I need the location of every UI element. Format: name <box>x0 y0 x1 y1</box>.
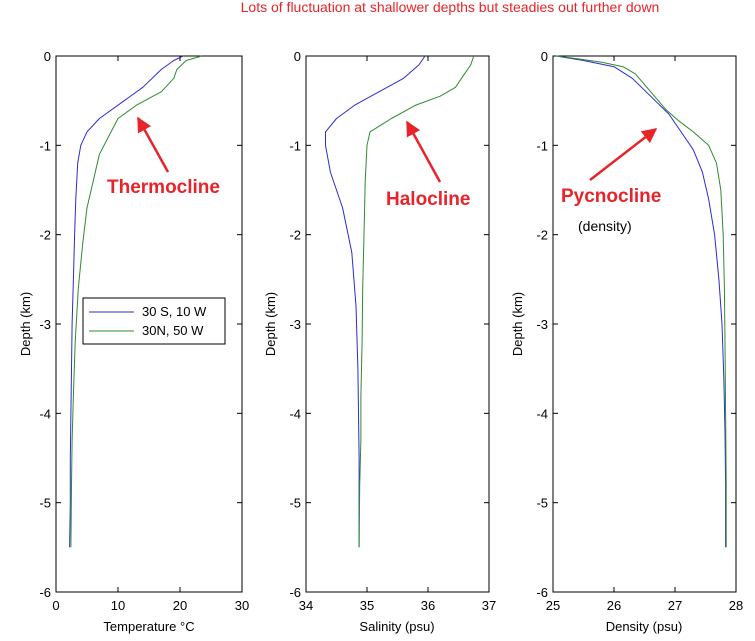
x-tick-label: 36 <box>421 598 435 613</box>
y-tick-label: -6 <box>39 585 51 600</box>
y-tick-label: -1 <box>289 138 301 153</box>
legend-entry-b: 30N, 50 W <box>142 323 204 338</box>
tick-group: 0 10 20 30 0 -1 -2 -3 -4 -5 -6 <box>39 49 249 613</box>
x-tick-label: 20 <box>173 598 187 613</box>
density-panel: 25 26 27 28 0 -1 -2 -3 -4 -5 -6 Density (psu) Dept… <box>510 49 743 634</box>
header-note: Lots of fluctuation at shallower depths … <box>241 0 660 15</box>
annotation-arrow <box>136 116 170 173</box>
series-lines <box>556 55 727 548</box>
annotation-arrow <box>405 120 442 183</box>
salinity-panel: 34 35 36 37 0 -1 -2 -3 -4 -5 -6 Salinity (psu) Dep… <box>263 49 496 634</box>
series-line-30s-10w <box>325 55 426 548</box>
annotation-label: Thermocline <box>107 177 220 198</box>
annotation-label: Pycnocline <box>561 186 661 207</box>
tick-group: 34 35 36 37 0 -1 -2 -3 -4 -5 -6 <box>289 49 496 613</box>
x-tick-label: 37 <box>482 598 496 613</box>
x-axis-label: Density (psu) <box>606 619 683 634</box>
y-tick-label: -5 <box>289 496 301 511</box>
x-tick-label: 10 <box>111 598 125 613</box>
y-axis-label: Depth (km) <box>510 292 525 356</box>
y-tick-label: 0 <box>44 49 51 64</box>
y-tick-label: -3 <box>536 317 548 332</box>
y-tick-label: -1 <box>39 138 51 153</box>
x-tick-label: 26 <box>607 598 621 613</box>
x-tick-label: 27 <box>668 598 682 613</box>
legend-entry-a: 30 S, 10 W <box>142 304 207 319</box>
y-tick-label: -3 <box>39 317 51 332</box>
y-tick-label: -1 <box>536 138 548 153</box>
series-line-30n-50w <box>358 55 475 548</box>
series-line-30s-10w <box>69 55 184 548</box>
series-lines <box>325 55 475 548</box>
x-tick-label: 35 <box>360 598 374 613</box>
tick-group: 25 26 27 28 0 -1 -2 -3 -4 -5 -6 <box>536 49 743 613</box>
x-axis-label: Temperature °C <box>103 619 194 634</box>
y-tick-label: 0 <box>294 49 301 64</box>
y-tick-label: -4 <box>536 406 548 421</box>
y-tick-label: -5 <box>39 496 51 511</box>
y-tick-label: -5 <box>536 496 548 511</box>
legend-box <box>82 297 226 345</box>
series-line-30n-50w <box>70 55 202 548</box>
x-axis-label: Salinity (psu) <box>359 619 434 634</box>
plot-frame <box>305 55 490 593</box>
y-tick-label: -6 <box>289 585 301 600</box>
y-tick-label: -2 <box>39 228 51 243</box>
x-tick-label: 28 <box>729 598 743 613</box>
y-tick-label: -4 <box>39 406 51 421</box>
y-axis-label: Depth (km) <box>263 292 278 356</box>
annotation-label: Halocline <box>386 189 470 210</box>
y-axis-label: Depth (km) <box>18 292 33 356</box>
series-line-30n-50w <box>556 55 727 548</box>
y-tick-label: -3 <box>289 317 301 332</box>
y-tick-label: -2 <box>536 228 548 243</box>
annotation-arrow <box>589 128 658 181</box>
y-tick-label: -4 <box>289 406 301 421</box>
y-tick-label: 0 <box>541 49 548 64</box>
x-tick-label: 34 <box>299 598 313 613</box>
series-lines <box>69 55 202 548</box>
temperature-panel: 0 10 20 30 0 -1 -2 -3 -4 -5 -6 Temperature °C Dept… <box>18 49 249 634</box>
y-tick-label: -2 <box>289 228 301 243</box>
x-tick-label: 30 <box>235 598 249 613</box>
series-line-30s-10w <box>556 55 727 548</box>
x-tick-label: 25 <box>546 598 560 613</box>
annotation-sublabel: (density) <box>578 218 632 234</box>
y-tick-label: -6 <box>536 585 548 600</box>
x-tick-label: 0 <box>52 598 59 613</box>
legend: 30 S, 10 W 30N, 50 W <box>82 297 226 345</box>
